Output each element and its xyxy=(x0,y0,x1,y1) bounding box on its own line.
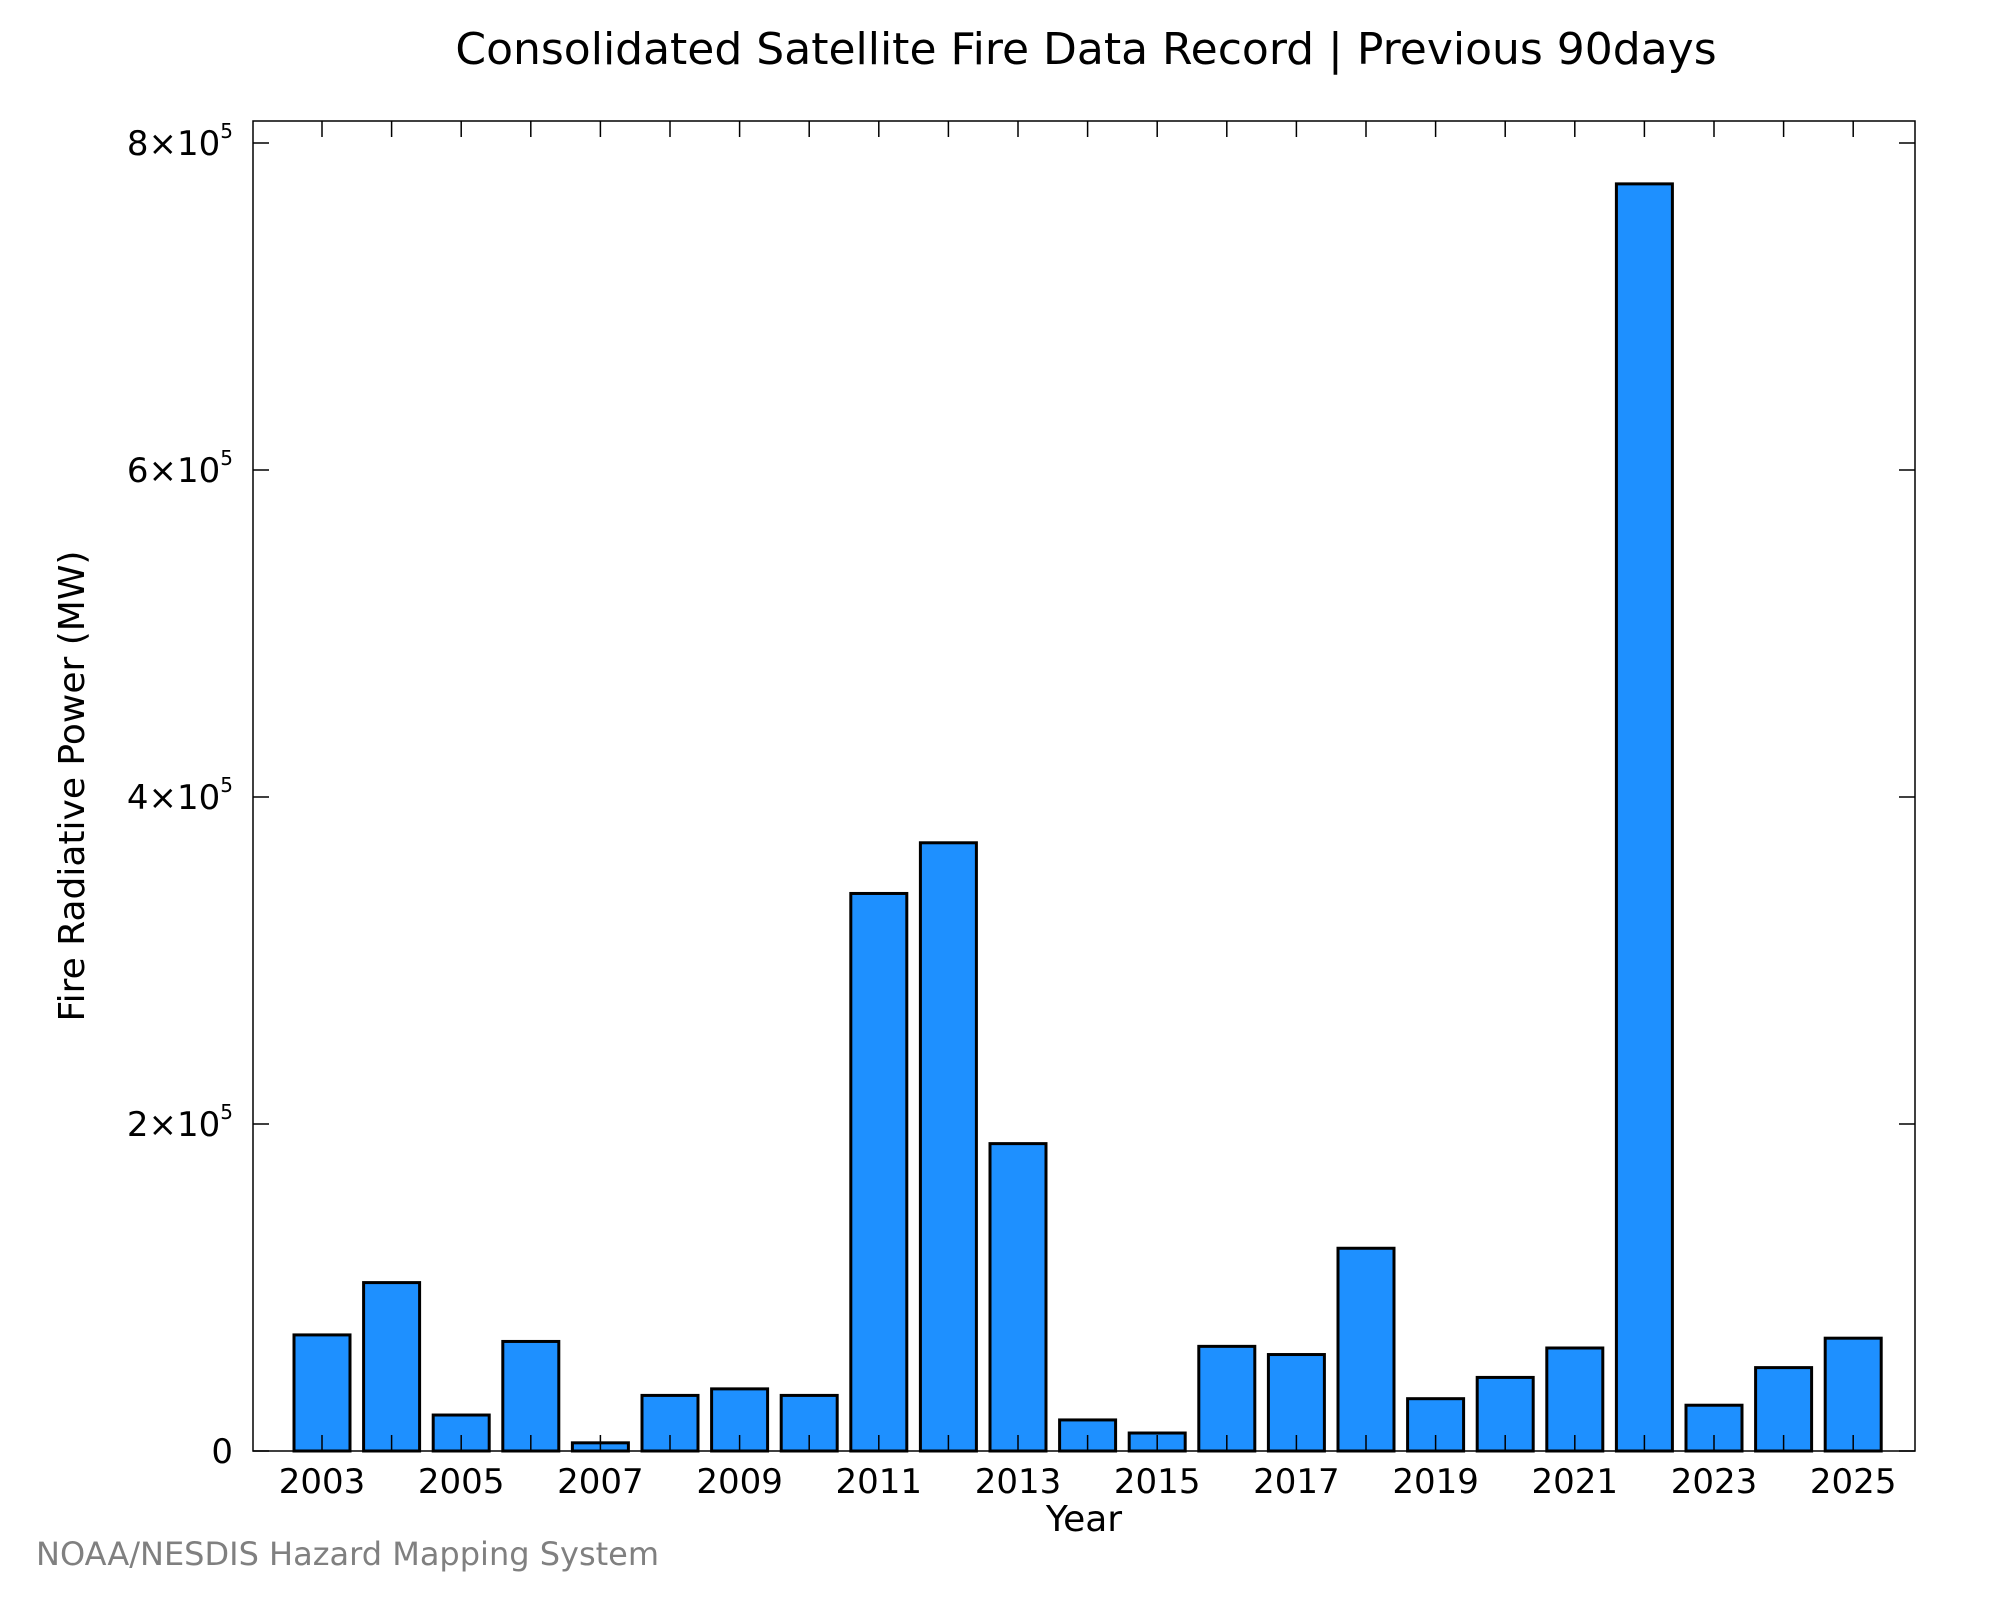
x-tick-label: 2017 xyxy=(1253,1462,1340,1502)
y-tick-label: 8×105 xyxy=(127,119,233,164)
x-tick-label: 2005 xyxy=(418,1462,505,1502)
x-tick-label: 2019 xyxy=(1392,1462,1479,1502)
x-tick-label: 2009 xyxy=(696,1462,783,1502)
x-tick-label: 2015 xyxy=(1114,1462,1201,1502)
chart-title: Consolidated Satellite Fire Data Record … xyxy=(455,24,1716,75)
x-tick-label: 2013 xyxy=(975,1462,1062,1502)
bar-2012 xyxy=(918,841,978,1453)
y-tick-label: 6×105 xyxy=(127,446,233,491)
x-tick-label: 2023 xyxy=(1671,1462,1758,1502)
footer-credit: NOAA/NESDIS Hazard Mapping System xyxy=(36,1535,660,1573)
x-tick-label: 2003 xyxy=(279,1462,366,1502)
x-tick-label: 2021 xyxy=(1532,1462,1619,1502)
bar-2022 xyxy=(1614,182,1674,1453)
bar-2011 xyxy=(849,891,909,1453)
y-axis-label: Fire Radiative Power (MW) xyxy=(52,551,93,1022)
x-tick-label: 2025 xyxy=(1810,1462,1897,1502)
y-axis-ticks: 0 2×105 4×105 6×105 8×105 xyxy=(127,119,1915,1472)
bar-2021 xyxy=(1545,1346,1605,1453)
x-tick-label: 2007 xyxy=(557,1462,644,1502)
x-tick-label: 2011 xyxy=(836,1462,923,1502)
bar-2018 xyxy=(1336,1246,1396,1453)
bar-2025 xyxy=(1823,1336,1883,1453)
y-tick-label: 2×105 xyxy=(127,1100,233,1145)
x-axis-label: Year xyxy=(1045,1499,1122,1540)
x-axis-ticks: 2003 2005 2007 2009 2011 2013 2015 2017 2019 2021… xyxy=(279,121,1897,1502)
bar-2004 xyxy=(362,1281,422,1453)
y-tick-label: 4×105 xyxy=(127,773,233,818)
y-tick-label: 0 xyxy=(211,1432,233,1472)
bar-2013 xyxy=(988,1142,1048,1453)
bar-2003 xyxy=(292,1333,352,1453)
plot-frame xyxy=(252,120,1916,1452)
bars-group xyxy=(292,182,1883,1453)
bar-2006 xyxy=(501,1339,561,1453)
